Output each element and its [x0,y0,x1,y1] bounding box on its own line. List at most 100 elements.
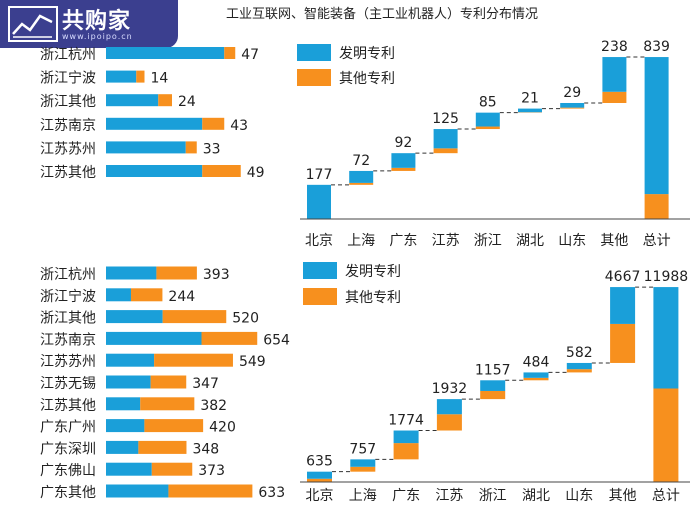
category-label: 总计 [643,233,671,249]
bar-invention [106,462,152,476]
bar-other [201,331,258,345]
data-label: 244 [168,289,195,305]
legend-swatch-other [297,69,331,86]
data-label: 635 [306,454,333,470]
category-label: 北京 [305,233,333,249]
bar-invention [106,70,137,83]
data-label: 14 [151,71,169,87]
category-label: 浙江 [479,488,507,504]
data-label: 177 [306,167,333,183]
category-label: 浙江 [474,233,502,249]
data-label: 654 [263,332,290,348]
waterfall-bar-invention [436,399,462,415]
category-label: 江苏南京 [40,332,96,348]
waterfall-bar-other [349,182,374,185]
bar-other [202,117,225,130]
bar-invention [106,266,157,280]
category-label: 总计 [652,488,680,504]
waterfall-bar-other [566,369,592,373]
bar-other [130,288,163,302]
legend-swatch-other [303,288,337,305]
category-label: 江苏 [435,488,463,504]
waterfall-bar-invention [307,471,332,479]
category-label: 山东 [558,233,586,249]
data-label: 484 [523,354,550,370]
data-label: 11988 [644,269,689,285]
waterfall-chart-3: 635 北京 757 上海 1774 广东 1932 江苏 1157 浙江 484 湖北 582 山东 46… [300,262,690,504]
waterfall-bar-other [644,194,669,219]
category-label: 广东广州 [40,420,96,436]
category-label: 江苏其他 [40,165,96,181]
waterfall-bar-other [610,323,636,363]
category-label: 其他 [600,233,628,249]
waterfall-bar-invention [391,153,416,168]
category-label: 江苏苏州 [40,141,96,157]
waterfall-bar-other [480,390,506,400]
data-label: 633 [258,485,285,501]
waterfall-bar-invention [653,287,679,389]
waterfall-bar-invention [560,102,585,108]
waterfall-bar-other [307,478,332,482]
waterfall-bar-invention [480,380,506,391]
logo-url: www.ipoipo.cn [62,32,133,41]
bar-invention [106,288,131,302]
data-label: 347 [192,376,219,392]
bar-invention [106,141,186,154]
hbar-chart-0: 浙江杭州 47 浙江宁波 14 浙江其他 24 江苏南京 43 江苏苏州 33 江苏其他 49 [40,47,265,181]
waterfall-bar-other [391,167,416,171]
data-label: 1157 [475,362,511,378]
bar-invention [106,331,202,345]
bar-other [144,419,204,433]
bar-other [224,47,236,59]
bar-other [168,484,253,498]
category-label: 北京 [306,488,334,504]
data-label: 29 [563,85,581,101]
waterfall-bar-invention [566,362,592,370]
waterfall-chart-1: 177 北京 72 上海 92 广东 125 江苏 85 浙江 21 湖北 29 山东 238 其他 839 总计… [297,39,690,249]
category-label: 江苏苏州 [40,354,96,370]
category-label: 山东 [565,488,593,504]
category-label: 江苏南京 [40,118,96,134]
legend-label: 其他专利 [345,290,401,306]
data-label: 348 [192,441,219,457]
bar-other [185,141,197,154]
waterfall-bar-invention [475,112,500,127]
data-label: 382 [200,398,227,414]
site-logo: 共购家 www.ipoipo.cn [0,0,178,48]
bar-other [162,310,227,324]
waterfall-bar-other [653,388,679,482]
data-label: 43 [230,118,248,134]
page-title: 工业互联网、智能装备（主工业机器人）专利分布情况 [226,7,539,22]
category-label: 上海 [347,233,375,249]
bar-other [140,397,195,411]
bar-invention [106,47,225,59]
data-label: 125 [432,111,459,127]
bar-other [138,440,187,454]
bar-invention [106,397,141,411]
data-label: 238 [601,39,628,55]
waterfall-bar-other [560,107,585,109]
waterfall-bar-invention [602,57,627,92]
category-label: 浙江其他 [40,311,96,327]
category-label: 浙江杭州 [40,47,96,63]
bar-other [150,375,187,389]
waterfall-bar-invention [518,108,542,113]
waterfall-bar-other [602,91,627,103]
logo-text: 共购家 [62,9,132,34]
category-label: 广东佛山 [40,463,96,479]
bar-invention [106,353,155,367]
data-label: 21 [521,91,539,107]
data-label: 757 [349,441,376,457]
legend-label: 发明专利 [339,46,395,62]
bar-other [154,353,233,367]
category-label: 浙江其他 [40,94,96,110]
category-label: 广东 [389,233,417,249]
bar-invention [106,165,203,177]
legend-swatch-invention [303,262,337,279]
data-label: 839 [643,39,670,55]
waterfall-bar-invention [610,287,636,324]
category-label: 湖北 [522,488,550,504]
bar-other [202,165,241,177]
waterfall-bar-other [393,443,419,460]
waterfall-bar-other [350,466,376,472]
